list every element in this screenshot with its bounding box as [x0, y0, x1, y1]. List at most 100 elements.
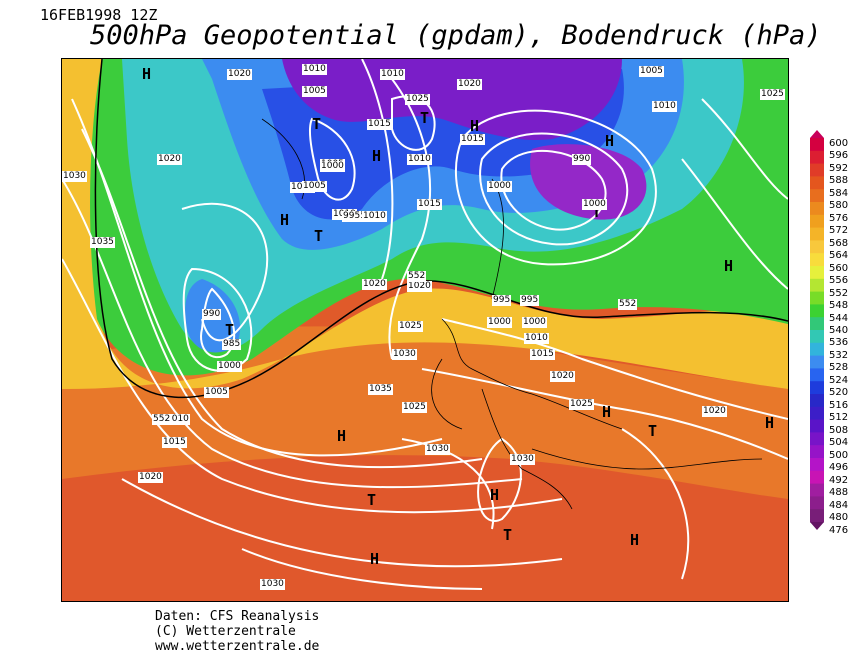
- isobar-label: 990: [202, 309, 222, 320]
- low-symbol: T: [592, 203, 602, 221]
- high-symbol: H: [630, 531, 640, 549]
- height-contour-label: 552: [618, 299, 638, 310]
- low-symbol: T: [225, 321, 235, 339]
- isobar-label: 1010: [380, 69, 405, 80]
- low-symbol: T: [648, 422, 658, 440]
- legend-swatch: [810, 432, 824, 446]
- legend-swatch: [810, 189, 824, 203]
- isobar-label: 1020: [457, 79, 482, 90]
- high-symbol: H: [372, 147, 382, 165]
- legend-tick-label: 540: [829, 325, 849, 337]
- isobar-label: 1000: [487, 317, 512, 328]
- low-symbol: T: [420, 109, 430, 127]
- isobar-label: 1020: [702, 406, 727, 417]
- height-contour-label: 552: [152, 414, 172, 425]
- isobar-label: 1025: [405, 94, 430, 105]
- isobar-label: 1010: [165, 414, 190, 425]
- legend-swatch: [810, 317, 824, 331]
- isobar-label: 1015: [162, 437, 187, 448]
- isobar-label: 1025: [569, 399, 594, 410]
- isobar-label: 1035: [90, 237, 115, 248]
- legend-swatch: [810, 253, 824, 267]
- legend-tick-label: 528: [829, 362, 849, 374]
- legend-tick-label: 508: [829, 424, 849, 436]
- isobar-label: 995: [492, 295, 512, 306]
- high-symbol: H: [280, 211, 290, 229]
- legend-swatch: [810, 240, 824, 254]
- legend-swatch: [810, 509, 824, 523]
- legend-swatch: [810, 227, 824, 241]
- isobar-label: 1010: [652, 101, 677, 112]
- legend-swatch: [810, 150, 824, 165]
- high-symbol: H: [142, 65, 152, 83]
- legend-tick-label: 592: [829, 162, 849, 174]
- isobar-label: 1000: [582, 199, 607, 210]
- legend-swatch: [810, 202, 824, 216]
- isobar-label: 985: [222, 339, 242, 350]
- high-symbol: H: [765, 414, 775, 432]
- legend-swatch: [810, 176, 824, 190]
- legend-swatch: [810, 214, 824, 229]
- isobars: [62, 59, 788, 590]
- legend-swatch: [810, 394, 824, 408]
- isobar-label: 1020: [157, 154, 182, 165]
- isobar-label: 1015: [367, 119, 392, 130]
- legend-tick-label: 488: [829, 487, 849, 499]
- legend-swatch: [810, 419, 824, 433]
- legend-swatch: [810, 368, 824, 382]
- credits-copyright: (C) Wetterzentrale: [155, 624, 296, 639]
- legend-tick-label: 504: [829, 437, 849, 449]
- weather-map: H T T H H H T H T H T H H T H H T T H H …: [61, 58, 789, 602]
- legend-tick-label: 524: [829, 374, 849, 386]
- legend-tick-label: 588: [829, 175, 849, 187]
- isobar-label: 1005: [204, 387, 229, 398]
- low-symbol: T: [367, 491, 377, 509]
- isobar-label: 990: [572, 154, 592, 165]
- isobar-label: 1005: [302, 86, 327, 97]
- legend-tick-label: 568: [829, 237, 849, 249]
- high-symbol: H: [370, 550, 380, 568]
- high-symbol: H: [605, 132, 615, 150]
- isobar-label: 1000: [217, 361, 242, 372]
- isobar-label: 1010: [362, 211, 387, 222]
- isobar-label: 1005: [639, 66, 664, 77]
- legend-tick-label: 496: [829, 462, 849, 474]
- credits-website[interactable]: www.wetterzentrale.de: [155, 639, 320, 654]
- isobar-label: 1030: [260, 579, 285, 590]
- legend-tick-label: 532: [829, 349, 849, 361]
- color-legend: 600 596 592 588 584 580 576 572 568 564 560 556 552 5…: [810, 130, 850, 536]
- isobar-label: 1030: [62, 171, 87, 182]
- isobar-label: 1025: [398, 321, 423, 332]
- legend-swatch: [810, 381, 824, 395]
- legend-arrow-top: [810, 130, 824, 138]
- isobar-label: 1010: [302, 64, 327, 75]
- legend-tick-label: 500: [829, 449, 849, 461]
- isobar-label: 1030: [425, 444, 450, 455]
- isobar-label: 1005: [302, 181, 327, 192]
- legend-swatch: [810, 406, 824, 421]
- legend-tick-label: 552: [829, 287, 849, 299]
- legend-swatch: [810, 138, 824, 152]
- isobar-label: 1020: [550, 371, 575, 382]
- isobar-label: 1020: [138, 472, 163, 483]
- legend-tick-label: 564: [829, 250, 849, 262]
- legend-tick-label: 536: [829, 337, 849, 349]
- credits: Daten: CFS Reanalysis (C) Wetterzentrale…: [155, 609, 319, 654]
- legend-tick-label: 512: [829, 412, 849, 424]
- low-symbol: T: [312, 115, 322, 133]
- legend-swatch: [810, 278, 824, 293]
- isobar-label: 1025: [760, 89, 785, 100]
- legend-swatch: [810, 304, 824, 318]
- isobar-label: 1015: [417, 199, 442, 210]
- legend-tick-label: 584: [829, 187, 849, 199]
- yellow-band: [62, 59, 788, 389]
- high-symbol: H: [602, 403, 612, 421]
- legend-swatch: [810, 483, 824, 497]
- isobar-label: 1020: [362, 279, 387, 290]
- legend-swatch: [810, 342, 824, 357]
- legend-swatch: [810, 496, 824, 510]
- credits-data-source: Daten: CFS Reanalysis: [155, 609, 320, 624]
- isobar-label: 1000: [487, 181, 512, 192]
- high-symbol: H: [490, 486, 500, 504]
- legend-tick-label: 480: [829, 512, 849, 524]
